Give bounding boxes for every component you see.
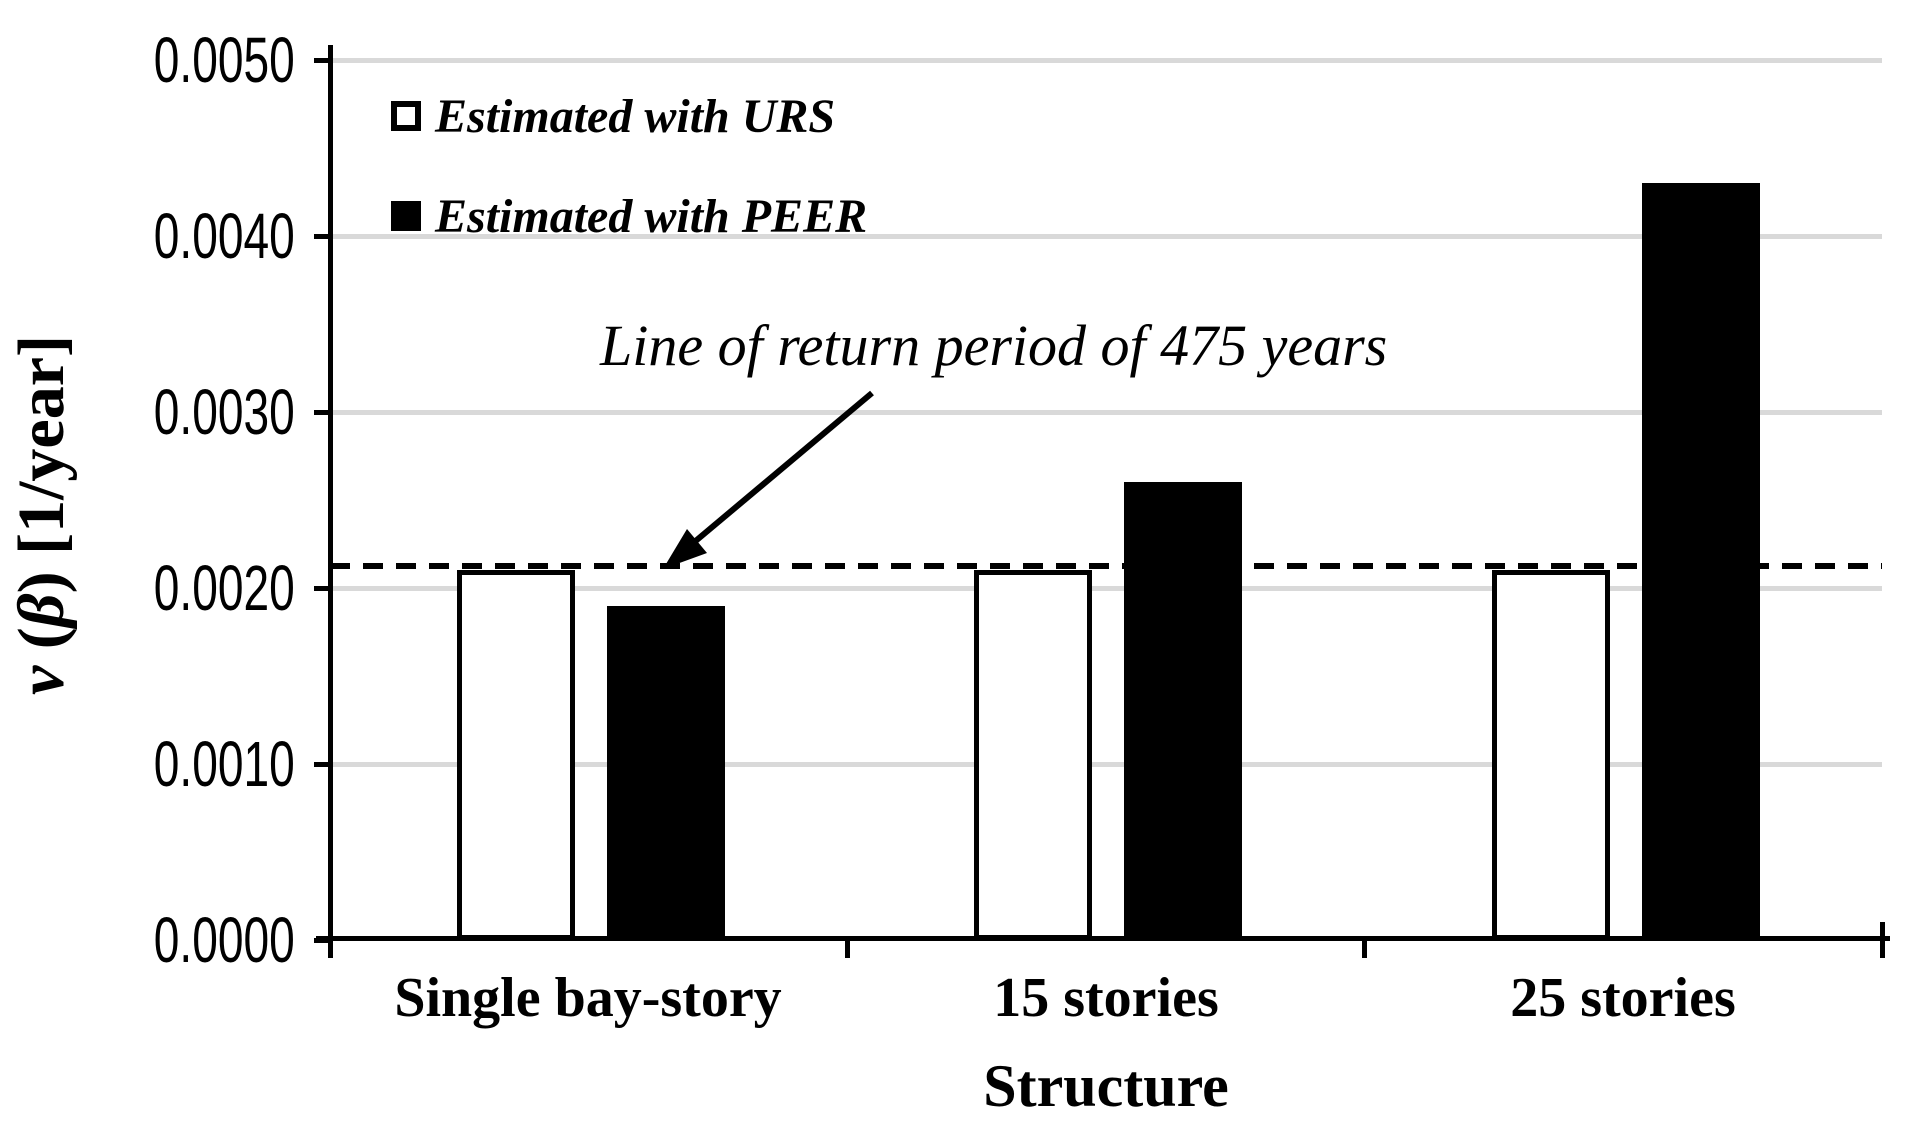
nu-symbol: ν — [5, 665, 78, 695]
legend-swatch-urs — [391, 101, 421, 131]
y-tick-label: 0.0040 — [154, 200, 295, 272]
y-axis-title-paren: ( — [5, 627, 78, 666]
legend: Estimated with URS Estimated with PEER — [391, 90, 867, 292]
bar-urs-0 — [457, 570, 575, 940]
bar-peer-0 — [607, 606, 725, 940]
y-tick-label: 0.0010 — [154, 728, 295, 800]
y-axis-tick — [314, 57, 332, 63]
legend-label-urs: Estimated with URS — [435, 89, 836, 143]
bar-peer-1 — [1124, 482, 1243, 940]
legend-item-urs: Estimated with URS — [391, 90, 867, 143]
y-tick-label: 0.0020 — [154, 552, 295, 624]
y-axis-title-unit: ) [1/year] — [5, 335, 78, 594]
gridline — [330, 761, 1882, 767]
annotation-arrow-icon — [663, 390, 874, 569]
gridline — [330, 233, 1882, 239]
y-axis-tick — [314, 409, 332, 415]
y-axis-title: ν (β) [1/year] — [4, 335, 80, 695]
x-axis-title: Structure — [983, 1053, 1229, 1119]
bar-peer-2 — [1641, 183, 1760, 940]
category-label-15-stories: 15 stories — [993, 967, 1219, 1029]
y-axis-line — [328, 45, 333, 958]
category-label-25-stories: 25 stories — [1510, 967, 1736, 1029]
legend-label-peer: Estimated with PEER — [435, 189, 868, 243]
category-label-single-bay-story: Single bay-story — [394, 967, 782, 1029]
bar-urs-1 — [974, 570, 1093, 940]
bar-urs-2 — [1491, 570, 1610, 940]
gridline — [330, 409, 1882, 415]
beta-symbol: β — [5, 593, 78, 628]
y-tick-label: 0.0030 — [154, 376, 295, 448]
y-tick-label: 0.0050 — [154, 24, 295, 96]
x-axis-tick — [1362, 936, 1368, 958]
reference-line-annotation: Line of return period of 475 years — [600, 313, 1388, 378]
y-axis-tick — [314, 937, 332, 943]
plot-area — [330, 57, 1882, 940]
x-axis-tick — [844, 936, 850, 958]
return-period-dashed-line — [330, 563, 1882, 570]
y-axis-tick — [314, 233, 332, 239]
x-axis-line — [316, 936, 1890, 941]
x-axis-tick — [1879, 922, 1885, 958]
y-tick-label: 0.0000 — [154, 904, 295, 976]
gridline — [330, 57, 1882, 63]
gridline — [330, 585, 1882, 591]
legend-item-peer: Estimated with PEER — [391, 190, 867, 243]
legend-swatch-peer — [391, 201, 421, 231]
y-axis-tick — [314, 585, 332, 591]
y-axis-tick — [314, 761, 332, 767]
x-axis-tick — [327, 936, 333, 958]
